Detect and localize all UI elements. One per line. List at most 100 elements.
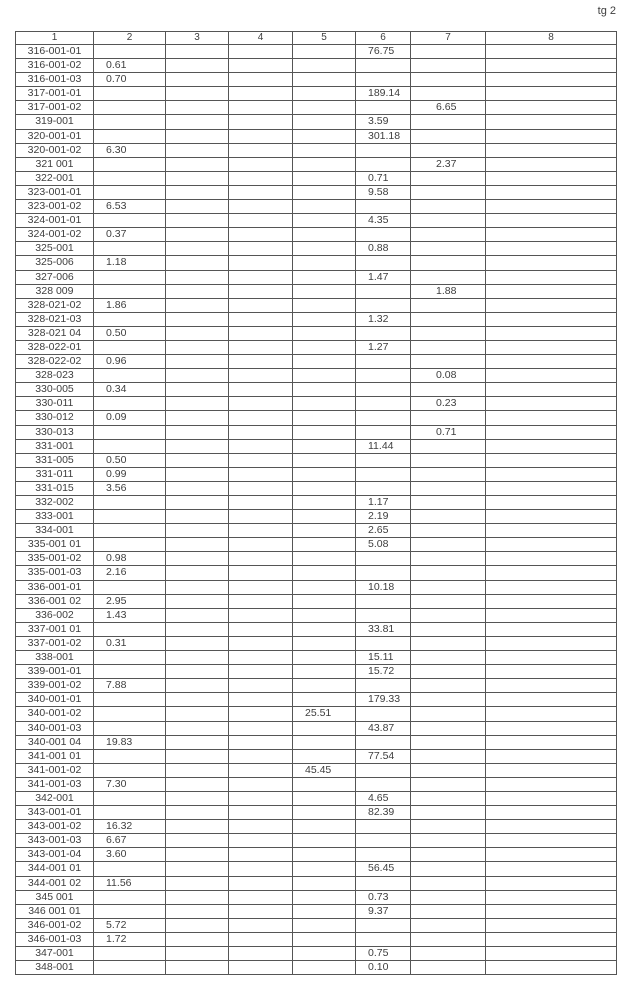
value-cell [485, 790, 617, 807]
value-cell [292, 368, 356, 384]
value-cell [410, 621, 486, 637]
value-cell [410, 184, 486, 201]
row-code-cell: 336-001-01 [15, 579, 94, 595]
table-row: 331-015 3.56 [15, 480, 617, 497]
value-cell [485, 184, 617, 201]
table-row: 328-021-03 1.32 [15, 311, 617, 327]
value-cell [410, 819, 486, 835]
value-cell [292, 354, 356, 370]
value-cell [485, 410, 617, 426]
value-cell [228, 58, 293, 74]
value-cell [292, 734, 356, 750]
value-cell [228, 833, 293, 849]
value-cell [228, 903, 293, 919]
table-row: 346-001-03 1.72 [15, 931, 617, 948]
table-row: 328-023 0.08 [15, 368, 617, 384]
table-row: 336-001-01 10.18 [15, 579, 617, 595]
value-cell [485, 847, 617, 863]
value-cell [485, 635, 617, 652]
value-cell [228, 114, 293, 130]
value-cell [228, 650, 293, 666]
table-row: 321 001 2.37 [15, 156, 617, 172]
table-row: 320-001-02 6.30 [15, 142, 617, 158]
row-code-cell: 333-001 [15, 509, 94, 525]
value-cell [165, 269, 229, 285]
row-code-cell: 338-001 [15, 650, 94, 666]
value-cell [93, 283, 166, 299]
value-cell [410, 931, 486, 948]
value-cell [485, 960, 617, 976]
row-code-cell: 330-005 [15, 382, 94, 398]
value-cell [410, 790, 486, 807]
value-cell [292, 283, 356, 299]
row-code-cell: 325-001 [15, 241, 94, 257]
value-cell [165, 889, 229, 905]
value-cell [228, 635, 293, 652]
value-cell: 0.09 [93, 410, 166, 426]
value-cell [165, 579, 229, 595]
value-cell [485, 720, 617, 736]
value-cell [292, 593, 356, 609]
value-cell [410, 861, 486, 877]
value-cell [292, 621, 356, 637]
value-cell [93, 396, 166, 412]
value-cell [165, 354, 229, 370]
row-code-cell: 330-013 [15, 424, 94, 440]
value-cell: 5.08 [355, 537, 411, 553]
value-cell [165, 847, 229, 863]
row-code-cell: 328-021-03 [15, 311, 94, 327]
value-cell [410, 438, 486, 454]
value-cell [292, 664, 356, 680]
row-code-cell: 331-005 [15, 452, 94, 468]
table-row: 323-001-02 6.53 [15, 199, 617, 215]
value-cell [228, 692, 293, 708]
value-cell [93, 903, 166, 919]
value-cell [165, 607, 229, 623]
value-cell [228, 438, 293, 454]
value-cell [165, 706, 229, 722]
value-cell [228, 579, 293, 595]
value-cell [485, 354, 617, 370]
value-cell [93, 960, 166, 976]
value-cell [292, 142, 356, 158]
value-cell [355, 382, 411, 398]
value-cell: 1.17 [355, 494, 411, 511]
table-row: 316-001-01 76.75 [15, 43, 617, 60]
value-cell [228, 523, 293, 539]
table-row: 327-006 1.47 [15, 269, 617, 285]
value-cell [292, 579, 356, 595]
table-row: 343-001-02 16.32 [15, 819, 617, 835]
value-cell [410, 410, 486, 426]
value-cell [355, 635, 411, 652]
value-cell [165, 114, 229, 130]
value-cell: 1.18 [93, 255, 166, 271]
value-cell [292, 678, 356, 694]
value-cell [165, 184, 229, 201]
value-cell [485, 72, 617, 88]
value-cell [355, 227, 411, 243]
value-cell [93, 339, 166, 356]
value-cell [292, 72, 356, 88]
table-row: 336-001 02 2.95 [15, 593, 617, 609]
value-cell: 301.18 [355, 128, 411, 144]
value-cell [228, 762, 293, 778]
value-cell [165, 960, 229, 976]
value-cell [410, 523, 486, 539]
value-cell [485, 142, 617, 158]
row-code-cell: 328 009 [15, 283, 94, 299]
value-cell [292, 339, 356, 356]
value-cell [292, 396, 356, 412]
table-row: 347-001 0.75 [15, 945, 617, 962]
table-row: 344-001 01 56.45 [15, 861, 617, 877]
value-cell [485, 537, 617, 553]
row-code-cell: 343-001-02 [15, 819, 94, 835]
value-cell [485, 368, 617, 384]
value-cell [292, 607, 356, 623]
value-cell [410, 213, 486, 229]
value-cell [93, 692, 166, 708]
value-cell [93, 579, 166, 595]
value-cell [292, 227, 356, 243]
table-row: 339-001-01 15.72 [15, 664, 617, 680]
value-cell [410, 706, 486, 722]
value-cell [410, 58, 486, 74]
